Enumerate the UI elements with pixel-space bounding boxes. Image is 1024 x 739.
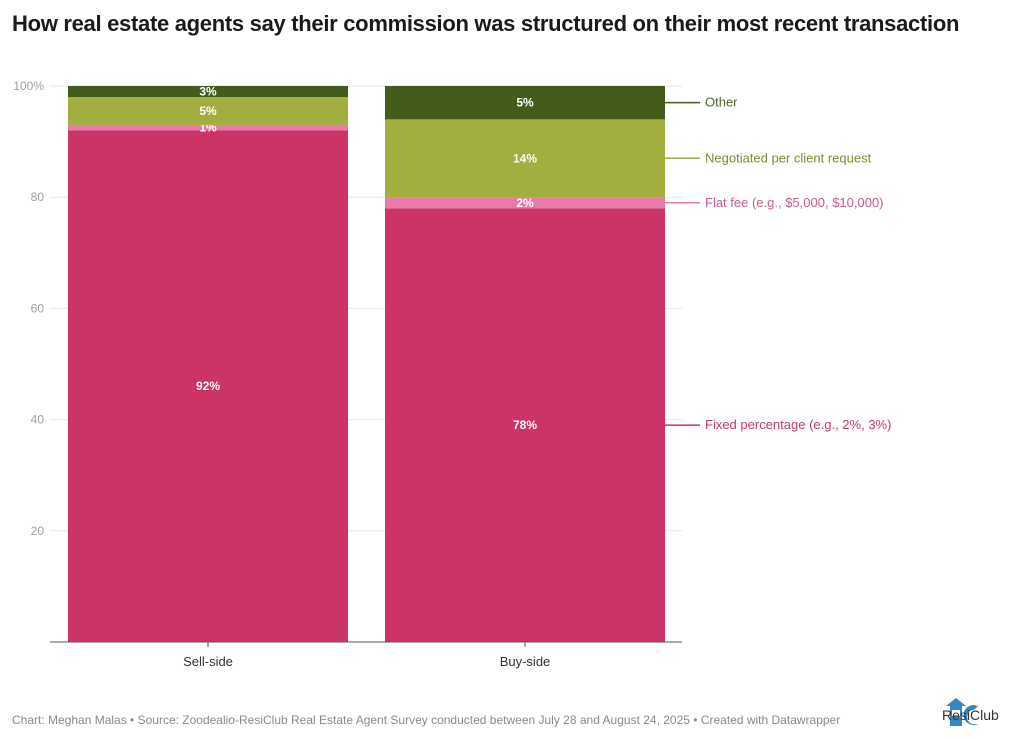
data-label: 14% [513, 151, 537, 165]
bar-segment [385, 208, 665, 642]
legend-label: Negotiated per client request [705, 150, 872, 165]
data-label: 92% [196, 379, 220, 393]
bar-segment [385, 119, 665, 198]
logo-text: ResiClub [942, 707, 999, 723]
bar-segment [68, 97, 348, 125]
chart-title: How real estate agents say their commiss… [12, 11, 960, 36]
bar-segment [385, 86, 665, 120]
bar-segment [68, 124, 348, 131]
y-tick-label: 100% [13, 79, 44, 93]
chart-footer: Chart: Meghan Malas • Source: Zoodealio-… [12, 713, 841, 727]
data-label: 78% [513, 418, 537, 432]
legend-label: Flat fee (e.g., $5,000, $10,000) [705, 195, 884, 210]
x-tick-label: Sell-side [183, 654, 233, 669]
legend-label: Other [705, 95, 738, 110]
data-label: 5% [199, 104, 217, 118]
y-tick-label: 60 [31, 301, 45, 315]
data-label: 5% [516, 96, 534, 110]
bar-segment [68, 86, 348, 98]
bar-segment [68, 130, 348, 643]
bar-segment [385, 197, 665, 209]
y-tick-label: 20 [31, 524, 45, 538]
x-tick-label: Buy-side [500, 654, 551, 669]
y-tick-label: 80 [31, 190, 45, 204]
legend-label: Fixed percentage (e.g., 2%, 3%) [705, 417, 891, 432]
y-tick-label: 40 [31, 413, 45, 427]
data-label: 2% [516, 196, 534, 210]
resiclub-logo-icon [946, 698, 978, 726]
data-label: 3% [199, 85, 217, 99]
